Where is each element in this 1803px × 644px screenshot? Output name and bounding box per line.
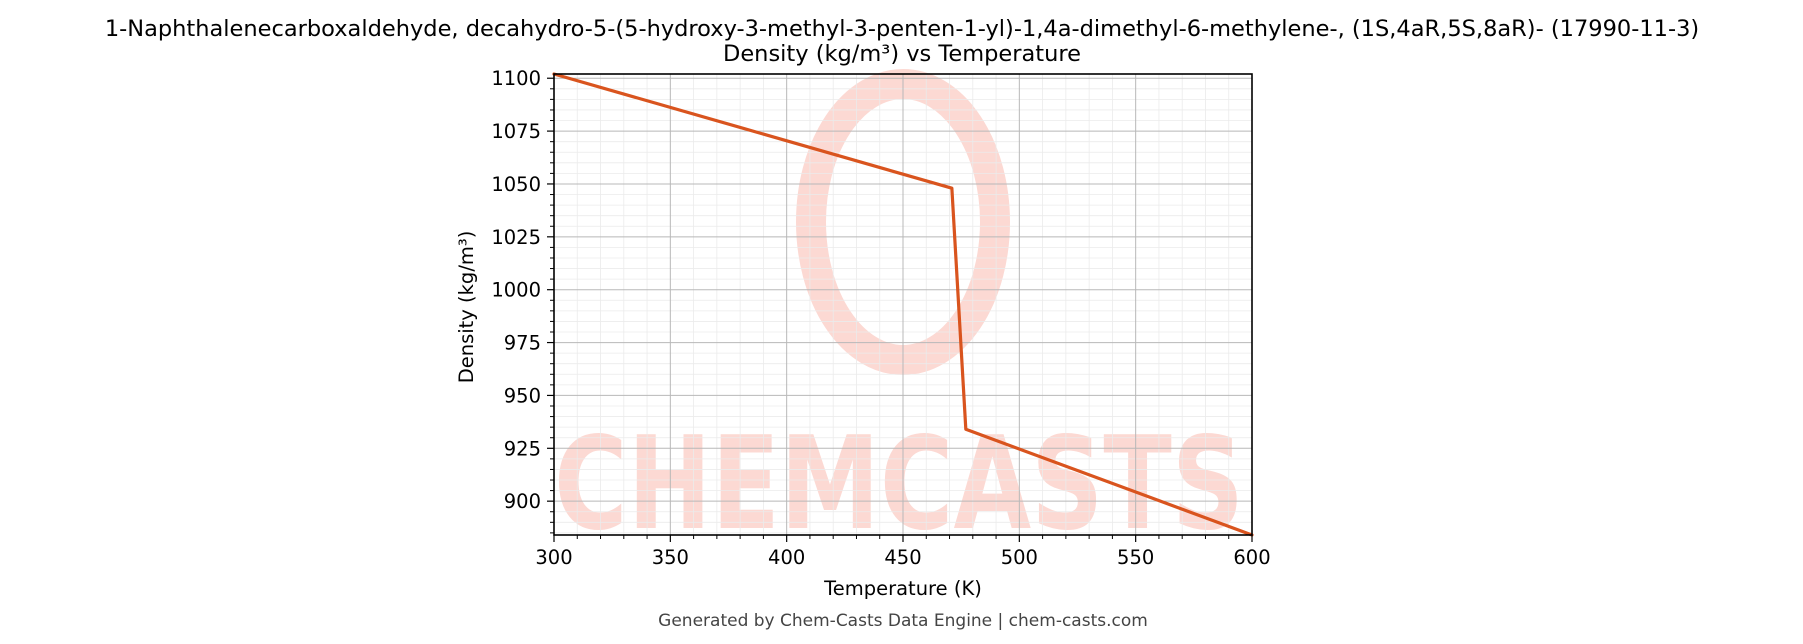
x-tick-label: 300 xyxy=(535,546,572,569)
y-axis-label: Density (kg/m³) xyxy=(455,231,478,384)
y-tick-label: 975 xyxy=(504,332,541,355)
x-tick-label: 400 xyxy=(768,546,805,569)
x-axis-ticks: 300 350 400 450 500 550 600 xyxy=(535,535,1271,569)
x-tick-label: 550 xyxy=(1117,546,1154,569)
y-tick-label: 900 xyxy=(504,490,541,513)
y-axis-ticks: 900 925 950 975 1000 1025 1050 1075 1100 xyxy=(491,67,554,534)
x-tick-label: 450 xyxy=(884,546,921,569)
footer-credit: Generated by Chem-Casts Data Engine | ch… xyxy=(658,611,1148,631)
density-series-line xyxy=(552,72,1254,537)
chart-subtitle: Density (kg/m³) vs Temperature xyxy=(723,41,1081,67)
y-tick-label: 950 xyxy=(504,384,541,407)
y-tick-label: 1075 xyxy=(491,120,541,143)
y-tick-label: 1100 xyxy=(491,67,541,90)
y-tick-label: 1050 xyxy=(491,173,541,196)
x-tick-label: 350 xyxy=(652,546,689,569)
x-tick-label: 600 xyxy=(1233,546,1270,569)
y-tick-label: 1000 xyxy=(491,279,541,302)
y-tick-label: 1025 xyxy=(491,226,541,249)
x-tick-label: 500 xyxy=(1001,546,1038,569)
series-layer xyxy=(552,72,1254,537)
chart-title: 1-Naphthalenecarboxaldehyde, decahydro-5… xyxy=(105,16,1699,42)
watermark-text: CHEMCASTS xyxy=(554,410,1244,559)
x-axis-label: Temperature (K) xyxy=(823,577,982,600)
y-tick-label: 925 xyxy=(504,437,541,460)
